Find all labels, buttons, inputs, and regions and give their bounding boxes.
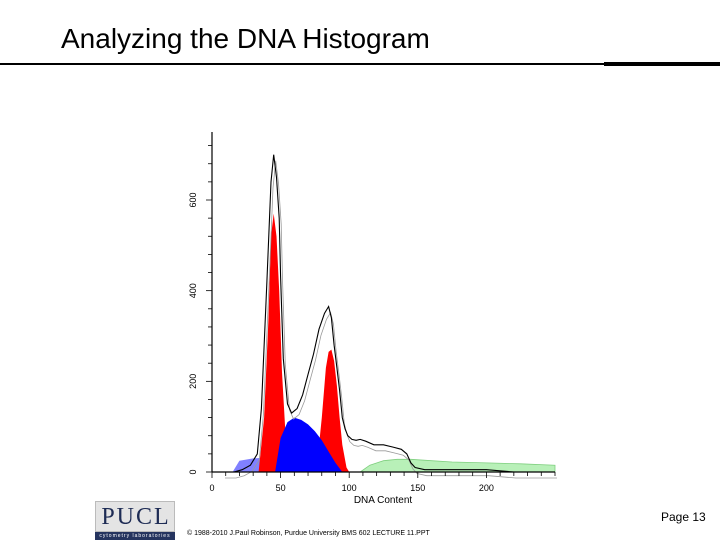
title-rule-thick — [604, 62, 720, 66]
y-tick-label: 600 — [188, 192, 198, 207]
x-tick-label: 100 — [342, 483, 357, 493]
logo-box: PUCL — [95, 501, 175, 532]
x-axis-label: DNA Content — [354, 495, 413, 506]
x-tick-label: 150 — [410, 483, 425, 493]
slide-title: Analyzing the DNA Histogram — [61, 23, 430, 54]
g2m-peak-area — [316, 349, 350, 472]
y-tick-label: 400 — [188, 283, 198, 298]
outline-layer — [223, 154, 557, 479]
title-underline — [0, 62, 720, 66]
y-tick-label: 0 — [188, 469, 198, 474]
logo-text: PUCL — [101, 504, 171, 530]
x-tick-label: 0 — [209, 483, 214, 493]
copyright-notice: © 1988-2010 J.Paul Robinson, Purdue Univ… — [187, 530, 430, 537]
logo-subtext: cytometry laboratories — [99, 533, 171, 539]
s-phase-area — [275, 417, 343, 472]
x-tick-label: 50 — [276, 483, 286, 493]
g1-peak-area — [258, 213, 289, 472]
model-fit-line — [225, 160, 557, 479]
page-number: Page 13 — [661, 510, 706, 524]
x-tick-label: 200 — [479, 483, 494, 493]
title-rule-thin — [0, 63, 720, 65]
logo-band: cytometry laboratories — [95, 532, 175, 540]
histogram-outline — [223, 154, 555, 473]
fill-layer — [232, 213, 556, 473]
aggregates-area — [358, 458, 556, 473]
axes-layer: 0 200 400 600 0 50 100 150 200 DNA Content — [188, 132, 556, 506]
pucl-logo: PUCL cytometry laboratories — [95, 501, 175, 540]
y-tick-label: 200 — [188, 374, 198, 389]
